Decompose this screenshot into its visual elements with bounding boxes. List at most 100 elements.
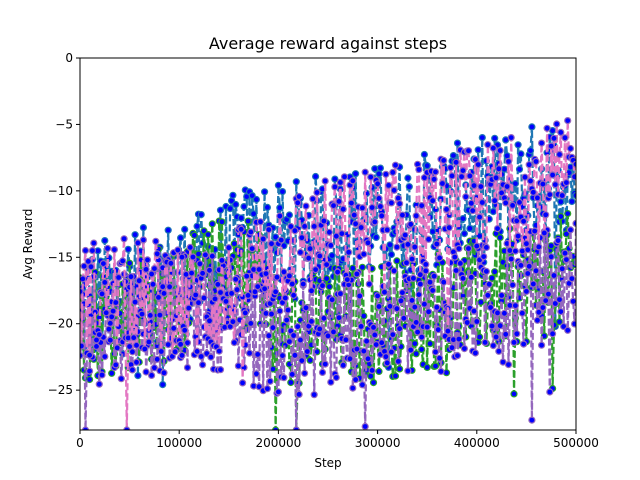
data-point — [562, 179, 571, 187]
data-point — [511, 302, 520, 310]
data-point — [85, 367, 94, 375]
data-point — [339, 205, 347, 213]
data-point — [375, 194, 383, 202]
data-point — [88, 247, 97, 255]
data-point — [313, 188, 321, 197]
data-point — [458, 173, 466, 181]
data-point — [261, 188, 269, 196]
data-point — [218, 256, 226, 264]
data-point — [367, 372, 375, 380]
data-point — [401, 231, 409, 239]
data-point — [474, 161, 482, 169]
data-point — [526, 177, 535, 185]
data-point — [90, 239, 98, 247]
data-point — [347, 199, 355, 207]
data-point — [146, 311, 154, 319]
data-point — [361, 168, 369, 176]
data-point — [230, 339, 238, 347]
data-point — [440, 156, 448, 164]
data-point — [558, 265, 566, 273]
data-point — [459, 274, 467, 282]
data-point — [487, 303, 495, 312]
data-point — [134, 372, 142, 380]
data-point — [510, 338, 518, 346]
data-point — [108, 369, 116, 377]
data-point — [285, 272, 293, 280]
data-point — [207, 353, 215, 361]
data-point — [540, 229, 548, 237]
data-point — [555, 150, 564, 159]
data-point — [329, 202, 338, 210]
data-point — [496, 322, 504, 330]
data-point — [148, 270, 156, 278]
data-point — [205, 317, 214, 325]
data-point — [244, 217, 252, 225]
data-point — [324, 332, 332, 340]
data-point — [306, 245, 314, 253]
data-point — [134, 239, 142, 247]
data-point — [117, 375, 125, 383]
data-point — [378, 339, 386, 347]
data-point — [477, 183, 485, 191]
data-point — [110, 246, 119, 254]
data-point — [389, 168, 397, 176]
data-point — [283, 316, 291, 324]
data-point — [492, 333, 500, 341]
data-point — [298, 234, 306, 242]
data-point — [455, 335, 463, 343]
data-point — [316, 252, 324, 260]
data-point — [310, 222, 318, 230]
data-point — [349, 384, 357, 392]
data-point — [498, 291, 506, 299]
data-point — [554, 237, 562, 245]
data-point — [418, 333, 426, 341]
data-point — [126, 342, 134, 351]
data-point — [112, 361, 120, 369]
data-point — [504, 157, 513, 166]
data-point — [81, 426, 90, 430]
data-point — [547, 242, 555, 250]
data-point — [357, 322, 365, 330]
data-point — [320, 217, 328, 225]
data-point — [105, 325, 113, 333]
data-point — [120, 235, 128, 243]
data-point — [503, 152, 511, 160]
data-point — [205, 266, 214, 274]
data-point — [511, 180, 520, 188]
data-point — [193, 222, 201, 230]
data-point — [478, 134, 486, 142]
data-point — [233, 286, 241, 294]
data-point — [383, 359, 391, 367]
data-point — [336, 178, 344, 186]
y-tick-label: 0 — [65, 51, 73, 65]
data-point — [364, 239, 372, 247]
data-point — [265, 226, 273, 234]
data-point — [171, 348, 179, 356]
data-point — [254, 283, 262, 291]
data-point — [550, 271, 558, 280]
data-point — [143, 256, 152, 264]
data-point — [156, 311, 164, 319]
data-point — [404, 240, 412, 248]
data-point — [164, 226, 172, 234]
data-point — [365, 280, 373, 288]
data-point — [532, 157, 540, 166]
data-point — [476, 333, 484, 341]
data-point — [281, 294, 289, 302]
data-point — [429, 286, 437, 294]
data-point — [481, 338, 489, 346]
data-point — [178, 351, 186, 359]
data-point — [429, 197, 437, 205]
data-point — [325, 228, 333, 236]
data-point — [453, 352, 462, 360]
data-point — [240, 203, 248, 211]
data-point — [294, 323, 302, 331]
data-point — [542, 211, 550, 219]
data-point — [255, 383, 263, 391]
data-point — [456, 259, 464, 267]
data-point — [323, 261, 331, 269]
data-point — [318, 282, 327, 290]
data-point — [237, 225, 245, 233]
data-point — [328, 296, 336, 304]
data-point — [371, 218, 379, 226]
